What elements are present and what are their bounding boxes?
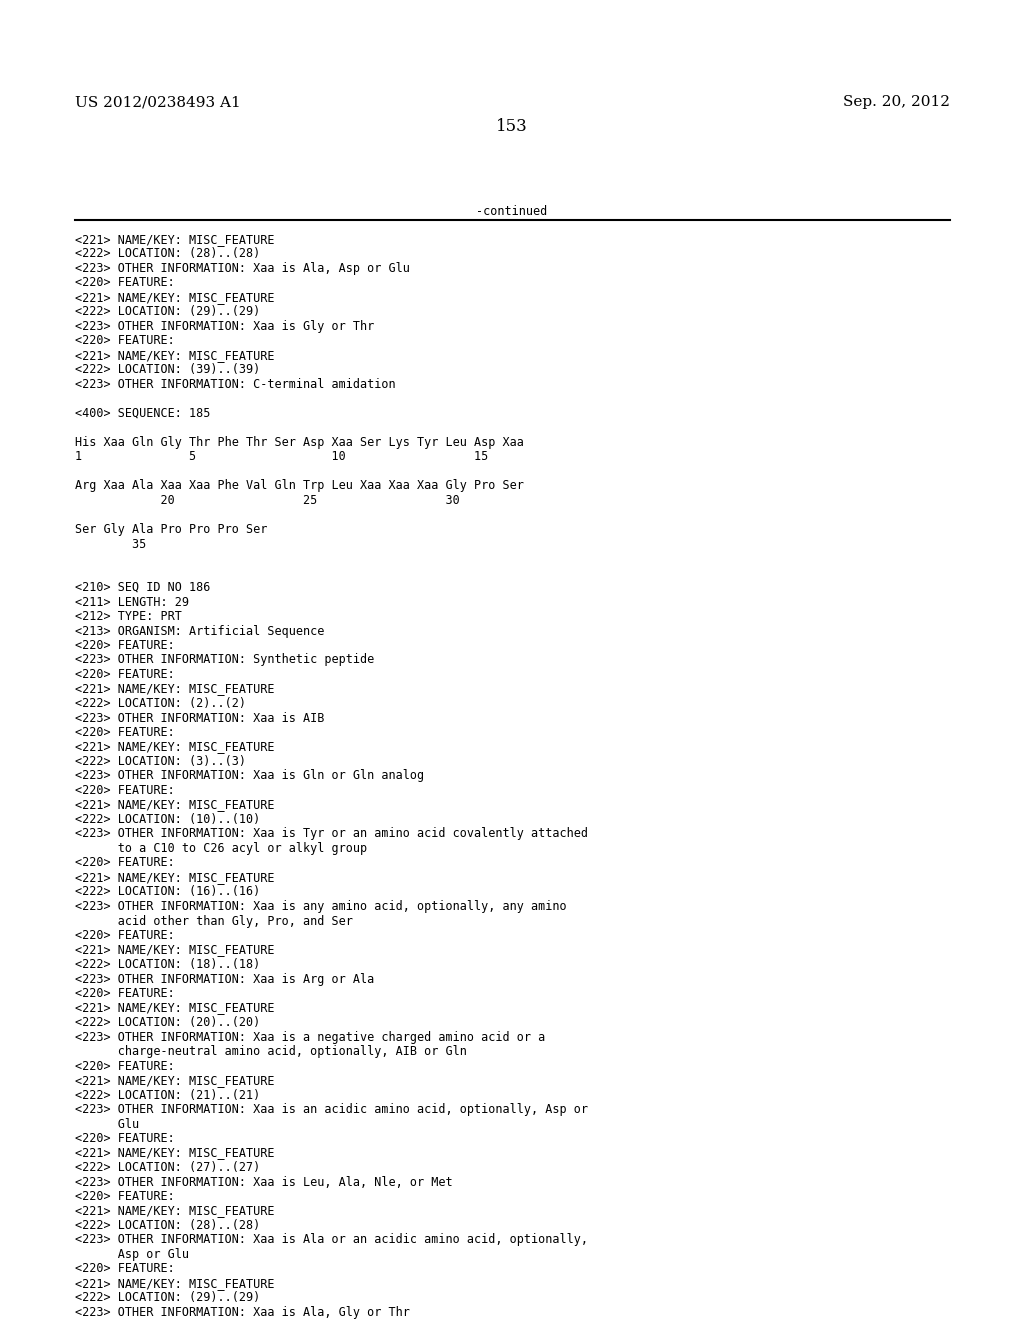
Text: <221> NAME/KEY: MISC_FEATURE: <221> NAME/KEY: MISC_FEATURE: [75, 1276, 274, 1290]
Text: <220> FEATURE:: <220> FEATURE:: [75, 276, 175, 289]
Text: <210> SEQ ID NO 186: <210> SEQ ID NO 186: [75, 581, 210, 594]
Text: <223> OTHER INFORMATION: Xaa is an acidic amino acid, optionally, Asp or: <223> OTHER INFORMATION: Xaa is an acidi…: [75, 1104, 588, 1115]
Text: <222> LOCATION: (28)..(28): <222> LOCATION: (28)..(28): [75, 248, 260, 260]
Text: <221> NAME/KEY: MISC_FEATURE: <221> NAME/KEY: MISC_FEATURE: [75, 1204, 274, 1217]
Text: <223> OTHER INFORMATION: Xaa is Ala, Asp or Glu: <223> OTHER INFORMATION: Xaa is Ala, Asp…: [75, 261, 410, 275]
Text: <221> NAME/KEY: MISC_FEATURE: <221> NAME/KEY: MISC_FEATURE: [75, 741, 274, 754]
Text: -continued: -continued: [476, 205, 548, 218]
Text: Arg Xaa Ala Xaa Xaa Phe Val Gln Trp Leu Xaa Xaa Xaa Gly Pro Ser: Arg Xaa Ala Xaa Xaa Phe Val Gln Trp Leu …: [75, 479, 524, 492]
Text: 20                  25                  30: 20 25 30: [75, 494, 460, 507]
Text: <222> LOCATION: (18)..(18): <222> LOCATION: (18)..(18): [75, 958, 260, 972]
Text: <223> OTHER INFORMATION: Xaa is Leu, Ala, Nle, or Met: <223> OTHER INFORMATION: Xaa is Leu, Ala…: [75, 1176, 453, 1188]
Text: <222> LOCATION: (21)..(21): <222> LOCATION: (21)..(21): [75, 1089, 260, 1101]
Text: <223> OTHER INFORMATION: C-terminal amidation: <223> OTHER INFORMATION: C-terminal amid…: [75, 378, 395, 391]
Text: <223> OTHER INFORMATION: Xaa is a negative charged amino acid or a: <223> OTHER INFORMATION: Xaa is a negati…: [75, 1031, 545, 1044]
Text: <223> OTHER INFORMATION: Synthetic peptide: <223> OTHER INFORMATION: Synthetic pepti…: [75, 653, 374, 667]
Text: <221> NAME/KEY: MISC_FEATURE: <221> NAME/KEY: MISC_FEATURE: [75, 348, 274, 362]
Text: Sep. 20, 2012: Sep. 20, 2012: [843, 95, 950, 110]
Text: <223> OTHER INFORMATION: Xaa is Gly or Thr: <223> OTHER INFORMATION: Xaa is Gly or T…: [75, 319, 374, 333]
Text: Asp or Glu: Asp or Glu: [75, 1247, 189, 1261]
Text: <220> FEATURE:: <220> FEATURE:: [75, 857, 175, 870]
Text: <221> NAME/KEY: MISC_FEATURE: <221> NAME/KEY: MISC_FEATURE: [75, 682, 274, 696]
Text: <222> LOCATION: (28)..(28): <222> LOCATION: (28)..(28): [75, 1218, 260, 1232]
Text: <222> LOCATION: (3)..(3): <222> LOCATION: (3)..(3): [75, 755, 246, 768]
Text: <213> ORGANISM: Artificial Sequence: <213> ORGANISM: Artificial Sequence: [75, 624, 325, 638]
Text: <221> NAME/KEY: MISC_FEATURE: <221> NAME/KEY: MISC_FEATURE: [75, 1002, 274, 1015]
Text: <221> NAME/KEY: MISC_FEATURE: <221> NAME/KEY: MISC_FEATURE: [75, 799, 274, 812]
Text: His Xaa Gln Gly Thr Phe Thr Ser Asp Xaa Ser Lys Tyr Leu Asp Xaa: His Xaa Gln Gly Thr Phe Thr Ser Asp Xaa …: [75, 436, 524, 449]
Text: Glu: Glu: [75, 1118, 139, 1130]
Text: <223> OTHER INFORMATION: Xaa is Arg or Ala: <223> OTHER INFORMATION: Xaa is Arg or A…: [75, 973, 374, 986]
Text: <220> FEATURE:: <220> FEATURE:: [75, 1133, 175, 1144]
Text: 1               5                   10                  15: 1 5 10 15: [75, 450, 488, 463]
Text: <221> NAME/KEY: MISC_FEATURE: <221> NAME/KEY: MISC_FEATURE: [75, 1074, 274, 1086]
Text: <221> NAME/KEY: MISC_FEATURE: <221> NAME/KEY: MISC_FEATURE: [75, 290, 274, 304]
Text: <222> LOCATION: (39)..(39): <222> LOCATION: (39)..(39): [75, 363, 260, 376]
Text: acid other than Gly, Pro, and Ser: acid other than Gly, Pro, and Ser: [75, 915, 353, 928]
Text: <222> LOCATION: (29)..(29): <222> LOCATION: (29)..(29): [75, 305, 260, 318]
Text: <220> FEATURE:: <220> FEATURE:: [75, 726, 175, 739]
Text: <223> OTHER INFORMATION: Xaa is Ala, Gly or Thr: <223> OTHER INFORMATION: Xaa is Ala, Gly…: [75, 1305, 410, 1319]
Text: <220> FEATURE:: <220> FEATURE:: [75, 334, 175, 347]
Text: <222> LOCATION: (2)..(2): <222> LOCATION: (2)..(2): [75, 697, 246, 710]
Text: <220> FEATURE:: <220> FEATURE:: [75, 1060, 175, 1072]
Text: US 2012/0238493 A1: US 2012/0238493 A1: [75, 95, 241, 110]
Text: <223> OTHER INFORMATION: Xaa is any amino acid, optionally, any amino: <223> OTHER INFORMATION: Xaa is any amin…: [75, 900, 566, 913]
Text: <220> FEATURE:: <220> FEATURE:: [75, 784, 175, 797]
Text: <223> OTHER INFORMATION: Xaa is AIB: <223> OTHER INFORMATION: Xaa is AIB: [75, 711, 325, 725]
Text: <222> LOCATION: (16)..(16): <222> LOCATION: (16)..(16): [75, 886, 260, 899]
Text: charge-neutral amino acid, optionally, AIB or Gln: charge-neutral amino acid, optionally, A…: [75, 1045, 467, 1059]
Text: <220> FEATURE:: <220> FEATURE:: [75, 639, 175, 652]
Text: <220> FEATURE:: <220> FEATURE:: [75, 987, 175, 1001]
Text: <223> OTHER INFORMATION: Xaa is Tyr or an amino acid covalently attached: <223> OTHER INFORMATION: Xaa is Tyr or a…: [75, 828, 588, 841]
Text: <221> NAME/KEY: MISC_FEATURE: <221> NAME/KEY: MISC_FEATURE: [75, 1147, 274, 1159]
Text: <220> FEATURE:: <220> FEATURE:: [75, 929, 175, 942]
Text: <221> NAME/KEY: MISC_FEATURE: <221> NAME/KEY: MISC_FEATURE: [75, 944, 274, 957]
Text: <223> OTHER INFORMATION: Xaa is Gln or Gln analog: <223> OTHER INFORMATION: Xaa is Gln or G…: [75, 770, 424, 783]
Text: <211> LENGTH: 29: <211> LENGTH: 29: [75, 595, 189, 609]
Text: <212> TYPE: PRT: <212> TYPE: PRT: [75, 610, 182, 623]
Text: <220> FEATURE:: <220> FEATURE:: [75, 1262, 175, 1275]
Text: <222> LOCATION: (27)..(27): <222> LOCATION: (27)..(27): [75, 1162, 260, 1173]
Text: Ser Gly Ala Pro Pro Pro Ser: Ser Gly Ala Pro Pro Pro Ser: [75, 523, 267, 536]
Text: <220> FEATURE:: <220> FEATURE:: [75, 1191, 175, 1203]
Text: <400> SEQUENCE: 185: <400> SEQUENCE: 185: [75, 407, 210, 420]
Text: 153: 153: [496, 117, 528, 135]
Text: <223> OTHER INFORMATION: Xaa is Ala or an acidic amino acid, optionally,: <223> OTHER INFORMATION: Xaa is Ala or a…: [75, 1233, 588, 1246]
Text: <220> FEATURE:: <220> FEATURE:: [75, 668, 175, 681]
Text: 35: 35: [75, 537, 146, 550]
Text: <222> LOCATION: (10)..(10): <222> LOCATION: (10)..(10): [75, 813, 260, 826]
Text: to a C10 to C26 acyl or alkyl group: to a C10 to C26 acyl or alkyl group: [75, 842, 368, 855]
Text: <221> NAME/KEY: MISC_FEATURE: <221> NAME/KEY: MISC_FEATURE: [75, 234, 274, 246]
Text: <221> NAME/KEY: MISC_FEATURE: <221> NAME/KEY: MISC_FEATURE: [75, 871, 274, 884]
Text: <222> LOCATION: (29)..(29): <222> LOCATION: (29)..(29): [75, 1291, 260, 1304]
Text: <222> LOCATION: (20)..(20): <222> LOCATION: (20)..(20): [75, 1016, 260, 1030]
